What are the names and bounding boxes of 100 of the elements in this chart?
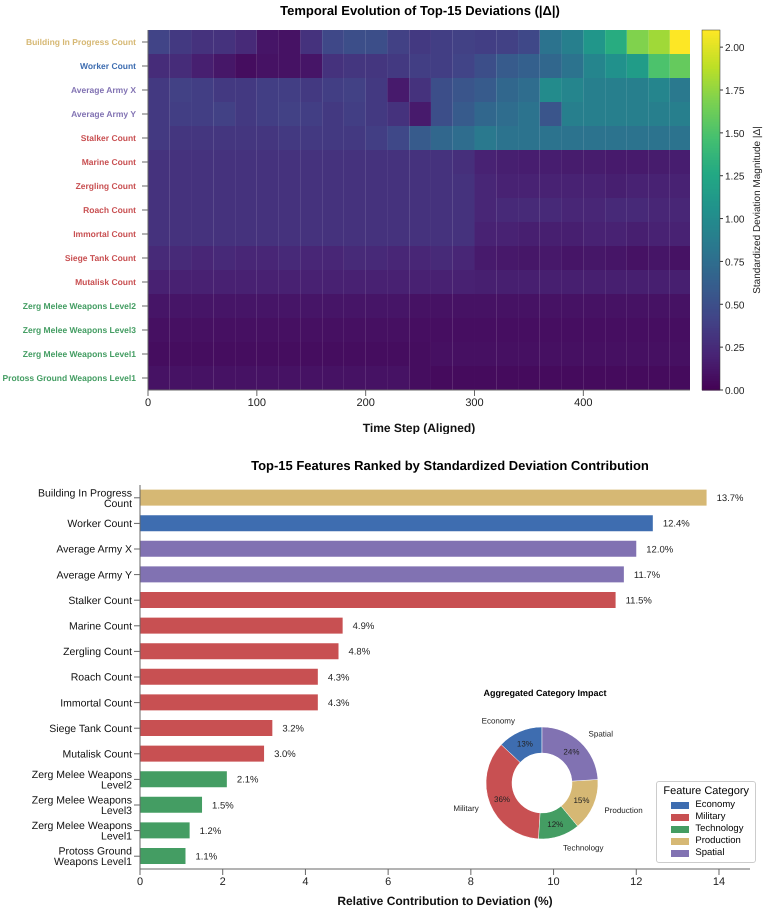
- x-tick-label: 8: [468, 876, 474, 888]
- y-tick-label: Mutalisk Count: [62, 748, 132, 761]
- bar: [140, 566, 624, 582]
- y-tick-label: Immortal Count: [60, 697, 132, 710]
- slice-label: Military: [453, 804, 479, 814]
- x-tick-label: 0: [144, 396, 152, 409]
- color-bar-label: 0.75: [725, 257, 745, 268]
- data-label: 12.4%: [662, 518, 690, 530]
- bar: [140, 848, 186, 864]
- x-tick-label: 400: [574, 396, 593, 409]
- data-label: 36%: [494, 794, 510, 804]
- slice-label: Economy: [482, 716, 515, 726]
- legend-label: Spatial: [694, 847, 726, 859]
- y-tick-label: Worker Count: [80, 61, 136, 71]
- bar: [140, 746, 264, 762]
- color-bar-label: 0.50: [725, 300, 745, 312]
- y-tick-label: Average Army X: [56, 544, 132, 556]
- bar: [140, 515, 653, 532]
- bar: [140, 540, 636, 557]
- bar: [140, 822, 190, 838]
- data-label: 4.3%: [328, 698, 350, 709]
- data-label: 3.2%: [282, 724, 305, 735]
- slice-label: Production: [604, 806, 643, 816]
- data-label: 1.1%: [195, 852, 218, 863]
- data-label: 11.7%: [634, 570, 661, 581]
- y-tick-label: Zerg Melee Weapons Level2: [32, 768, 132, 792]
- y-tick-label: Zerg Melee Weapons Level2: [22, 301, 136, 311]
- y-tick-label: Worker Count: [67, 518, 132, 530]
- bar: [140, 643, 339, 660]
- bar: [140, 490, 707, 506]
- slice-label: Spatial: [588, 729, 614, 738]
- y-tick-label: Zergling Count: [76, 181, 136, 191]
- data-label: 15%: [573, 796, 590, 806]
- data-label: 13%: [516, 740, 533, 749]
- y-tick-label: Zerg Melee Weapons Level1: [22, 349, 136, 359]
- data-label: 1.2%: [200, 826, 222, 837]
- y-tick-label: Average Army Y: [56, 569, 132, 582]
- bar: [140, 592, 616, 608]
- data-label: 2.1%: [236, 774, 260, 786]
- data-label: 24%: [563, 748, 580, 757]
- y-tick-label: Zerg Melee Weapons Level3: [32, 794, 132, 817]
- y-tick-label: Immortal Count: [73, 229, 136, 239]
- legend-label: Military: [694, 811, 726, 823]
- x-tick-label: 2: [220, 876, 226, 888]
- color-bar-label: 1.25: [725, 172, 745, 183]
- y-tick-label: Zerg Melee Weapons Level1: [32, 820, 132, 843]
- data-label: 11.5%: [626, 596, 652, 607]
- y-tick-label: Siege Tank Count: [49, 722, 132, 735]
- color-bar-label: 0.00: [725, 386, 745, 397]
- x-tick-label: 100: [248, 396, 266, 409]
- y-tick-label: Zergling Count: [63, 646, 132, 658]
- y-tick-label: Building In Progress Count: [26, 37, 136, 47]
- color-bar-label: 1.75: [725, 86, 745, 97]
- x-tick-label: 6: [385, 876, 392, 888]
- data-label: 12.0%: [646, 544, 674, 556]
- data-label: 4.3%: [328, 672, 350, 684]
- chart-title: Aggregated Category Impact: [482, 688, 608, 698]
- y-tick-label: Roach Count: [83, 205, 136, 215]
- data-label: 4.8%: [348, 646, 371, 658]
- x-tick-label: 200: [356, 396, 375, 409]
- bar: [140, 668, 318, 685]
- data-label: 3.0%: [274, 749, 296, 760]
- y-tick-label: Average Army X: [70, 85, 136, 95]
- bar: [140, 694, 318, 710]
- x-tick-label: 0: [136, 876, 144, 888]
- x-tick-label: 10: [547, 876, 560, 888]
- data-label: 12%: [547, 820, 564, 829]
- x-tick-label: 4: [302, 876, 308, 888]
- x-tick-label: 300: [465, 396, 484, 409]
- legend-label: Production: [694, 835, 742, 847]
- color-bar-label: 0.25: [725, 343, 745, 354]
- y-tick-label: Stalker Count: [68, 594, 132, 607]
- y-tick-label: Mutalisk Count: [75, 277, 136, 287]
- chart-title: Top-15 Features Ranked by Standardized Deviation Contribution: [250, 457, 650, 475]
- y-tick-label: Protoss Ground Weapons Level1: [54, 846, 132, 868]
- y-tick-label: Zerg Melee Weapons Level3: [22, 325, 136, 335]
- chart-title: Temporal Evolution of Top-15 Deviations (|Δ|): [279, 2, 561, 20]
- y-tick-label: Building In Progress Count: [38, 487, 132, 510]
- data-label: 4.9%: [352, 621, 375, 632]
- slice-label: Technology: [563, 844, 604, 853]
- y-tick-label: Marine Count: [68, 620, 132, 633]
- bar: [140, 720, 272, 736]
- bar: [140, 618, 343, 634]
- x-tick-label: 14: [712, 876, 726, 888]
- y-tick-label: Roach Count: [70, 672, 132, 684]
- x-tick-label: 12: [630, 876, 642, 888]
- color-bar-label: 1.00: [725, 214, 745, 226]
- y-tick-label: Siege Tank Count: [64, 253, 136, 263]
- legend-label: Technology: [694, 823, 744, 835]
- bar: [140, 771, 227, 788]
- x-axis-title: Relative Contribution to Deviation (%): [337, 894, 553, 908]
- color-bar-title: Standardized Deviation Magnitude |Δ|: [752, 126, 763, 294]
- legend-label: Economy: [694, 799, 736, 811]
- legend-title: Feature Category: [663, 785, 749, 797]
- data-label: 1.5%: [212, 800, 234, 812]
- bar: [140, 796, 202, 813]
- color-bar-label: 1.50: [725, 128, 745, 140]
- data-label: 13.7%: [716, 493, 744, 504]
- y-tick-label: Marine Count: [82, 157, 136, 167]
- y-tick-label: Stalker Count: [80, 133, 136, 143]
